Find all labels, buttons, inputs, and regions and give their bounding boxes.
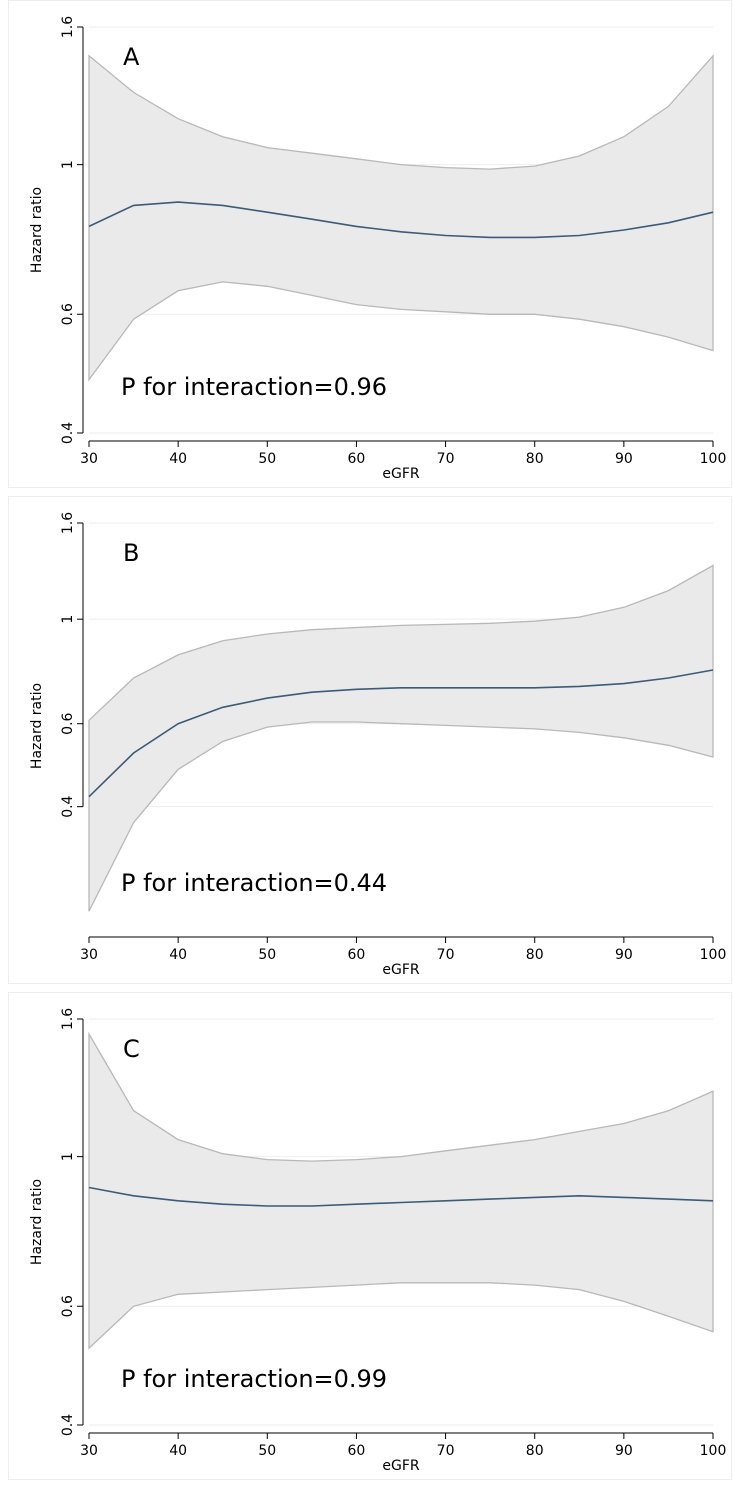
x-tick-label: 40 (169, 947, 187, 963)
x-tick-label: 50 (258, 451, 276, 467)
x-tick-label: 80 (526, 947, 544, 963)
x-tick-label: 90 (615, 1443, 633, 1459)
y-tick-label: 0.4 (60, 422, 76, 444)
x-tick-label: 30 (80, 947, 98, 963)
hazard-ratio-line (88, 201, 714, 239)
x-tick-label: 100 (700, 947, 727, 963)
x-tick-label: 60 (348, 947, 366, 963)
x-tick-label: 70 (437, 451, 455, 467)
x-tick-label: 70 (437, 1443, 455, 1459)
x-tick-label: 60 (348, 451, 366, 467)
x-axis-title: eGFR (382, 466, 420, 482)
x-tick-label: 50 (258, 1443, 276, 1459)
x-tick-label: 80 (526, 1443, 544, 1459)
y-tick-label: 0.6 (60, 1295, 76, 1317)
confidence-band (88, 564, 714, 912)
panel-label: B (123, 539, 139, 567)
y-axis-title: Hazard ratio (29, 187, 45, 273)
panel-label: A (123, 43, 140, 71)
p-interaction-annotation: P for interaction=0.44 (121, 869, 387, 897)
chart-svg: 0.4 0.6 1 1.6 30 40 50 60 70 80 90 100 eGFR Hazard ra… (29, 512, 727, 978)
chart-svg: 0.4 0.6 1 1.6 30 40 50 60 70 80 90 100 eGFR Hazard ra… (29, 1008, 727, 1474)
y-tick-label: 0.6 (60, 303, 76, 325)
panel-label: C (123, 1035, 140, 1063)
p-interaction-annotation: P for interaction=0.96 (121, 373, 387, 401)
y-tick-label: 1.6 (60, 1008, 76, 1030)
y-tick-label: 0.6 (60, 712, 76, 734)
y-tick-label: 1.6 (60, 512, 76, 534)
x-tick-label: 100 (700, 451, 727, 467)
y-tick-label: 1 (60, 615, 76, 624)
x-tick-label: 40 (169, 1443, 187, 1459)
chart-panel-c: 0.4 0.6 1 1.6 30 40 50 60 70 80 90 100 eGFR Hazard ra… (8, 992, 732, 1480)
chart-svg: 0.4 0.6 1 1.6 30 40 50 60 70 80 90 100 eGFR Hazard ra… (29, 16, 727, 482)
x-axis-title: eGFR (382, 962, 420, 978)
x-tick-label: 30 (80, 451, 98, 467)
x-tick-label: 100 (700, 1443, 727, 1459)
x-tick-label: 30 (80, 1443, 98, 1459)
x-tick-label: 60 (348, 1443, 366, 1459)
y-tick-label: 1 (60, 160, 76, 169)
y-tick-label: 1.6 (60, 16, 76, 38)
x-tick-label: 50 (258, 947, 276, 963)
y-tick-label: 0.4 (60, 795, 76, 817)
x-tick-label: 90 (615, 451, 633, 467)
hazard-ratio-line (88, 1186, 714, 1207)
hazard-ratio-line (88, 669, 714, 798)
chart-panel-a: 0.4 0.6 1 1.6 30 40 50 60 70 80 90 100 eGFR Hazard ra… (8, 0, 732, 488)
p-interaction-annotation: P for interaction=0.99 (121, 1365, 387, 1393)
x-axis-title: eGFR (382, 1458, 420, 1474)
y-tick-label: 0.4 (60, 1414, 76, 1436)
x-tick-label: 70 (437, 947, 455, 963)
chart-panel-b: 0.4 0.6 1 1.6 30 40 50 60 70 80 90 100 eGFR Hazard ra… (8, 496, 732, 984)
y-axis-title: Hazard ratio (29, 683, 45, 769)
y-tick-label: 1 (60, 1152, 76, 1161)
x-tick-label: 90 (615, 947, 633, 963)
y-axis-title: Hazard ratio (29, 1179, 45, 1265)
x-tick-label: 80 (526, 451, 544, 467)
confidence-band (88, 1031, 714, 1350)
x-tick-label: 40 (169, 451, 187, 467)
confidence-band (88, 54, 714, 382)
